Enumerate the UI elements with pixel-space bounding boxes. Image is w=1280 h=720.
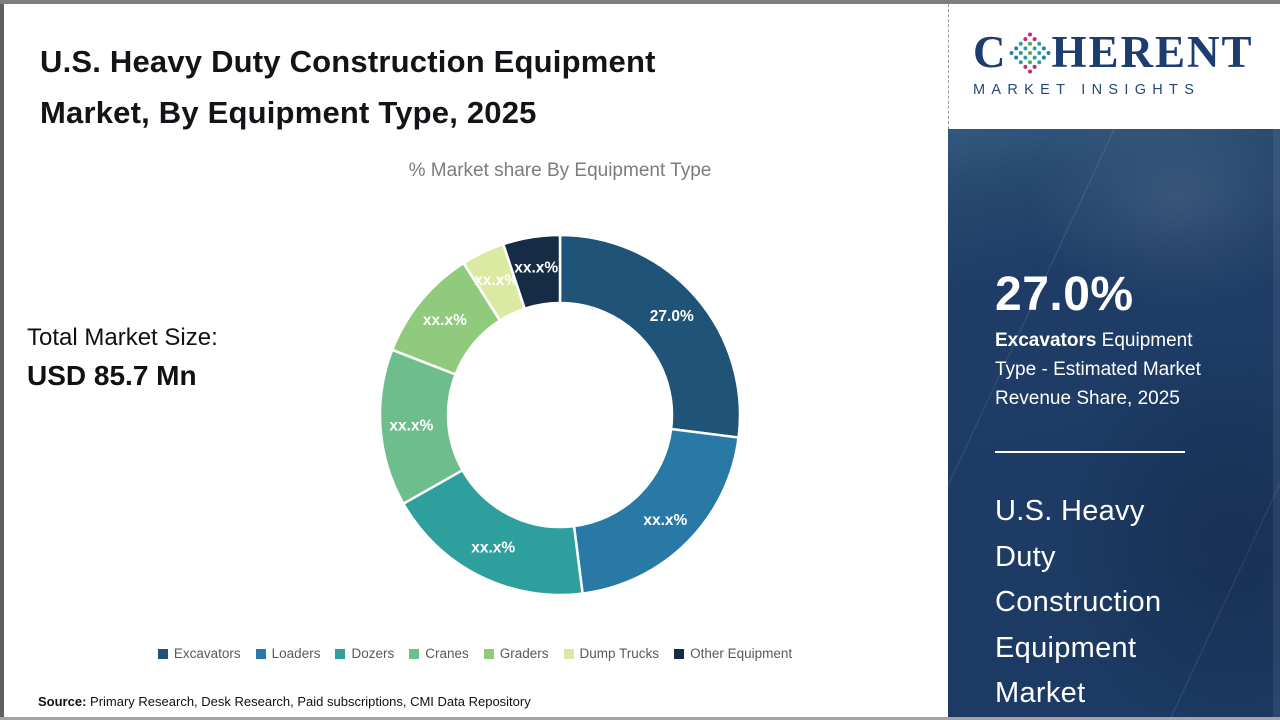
globe-dot [1022, 64, 1027, 69]
sidebar-stat-highlight: Excavators [995, 330, 1097, 351]
donut-label-dozers: xx.x% [471, 540, 515, 557]
globe-dot [1027, 59, 1032, 64]
legend-label: Cranes [425, 646, 469, 661]
legend-item-graders: Graders [483, 646, 549, 661]
logo-word-start: C [973, 27, 1008, 77]
legend-item-dozers: Dozers [335, 646, 394, 661]
globe-dot [1027, 41, 1032, 46]
globe-dot [1036, 50, 1041, 55]
chart-subtitle: % Market share By Equipment Type [408, 160, 712, 181]
donut-label-graders: xx.x% [423, 312, 467, 329]
donut-chart: 27.0%xx.x%xx.x%xx.x%xx.x%xx.x%xx.x% [378, 233, 742, 597]
donut-label-cranes: xx.x% [389, 417, 433, 434]
donut-label-other-equipment: xx.x% [514, 259, 558, 276]
donut-segment-other-equipment [502, 233, 562, 310]
globe-dot [1013, 55, 1018, 60]
legend-swatch-icon [255, 648, 266, 659]
sidebar-title-line-3: Construction [995, 586, 1162, 618]
sidebar-title-line-1: U.S. Heavy [995, 495, 1145, 527]
legend-swatch-icon [563, 648, 574, 659]
frame-bottom-border [0, 717, 1280, 720]
globe-dot [1032, 64, 1037, 69]
globe-dot [1009, 50, 1014, 55]
globe-dot [1032, 45, 1037, 50]
legend-label: Dozers [351, 646, 395, 661]
legend-item-cranes: Cranes [409, 646, 469, 661]
sidebar-stat-value: 27.0% [995, 268, 1134, 321]
globe-dot [1032, 55, 1037, 60]
legend-swatch-icon [335, 648, 346, 659]
total-market-size-value: USD 85.7 Mn [27, 360, 197, 391]
legend-item-excavators: Excavators [157, 646, 241, 661]
donut-label-excavators: 27.0% [650, 308, 694, 325]
globe-dot [1045, 50, 1050, 55]
logo-area: C HERENT MARKET INSIGHTS [948, 4, 1280, 129]
sidebar-divider [995, 451, 1185, 453]
legend-item-dump-trucks: Dump Trucks [563, 646, 660, 661]
sidebar-title-line-4: Equipment [995, 631, 1137, 664]
chart-legend: Excavators Loaders Dozers Cranes Graders Dump… [10, 646, 940, 661]
page-title-line-2: Market, By Equipment Type, 2025 [40, 95, 537, 130]
legend-label: Loaders [271, 646, 321, 661]
coherent-logo-globe-icon [1009, 32, 1050, 73]
logo-tagline: MARKET INSIGHTS [973, 82, 1201, 98]
legend-label: Excavators [173, 646, 241, 661]
globe-dot [1022, 55, 1027, 60]
source-line: Source: Primary Research, Desk Research,… [38, 694, 531, 709]
globe-dot [1018, 41, 1023, 46]
legend-swatch-icon [483, 648, 494, 659]
globe-dot [1036, 41, 1041, 46]
globe-dot [1041, 55, 1046, 60]
source-text: Primary Research, Desk Research, Paid su… [86, 694, 531, 709]
globe-dot [1027, 68, 1032, 73]
globe-dot [1032, 36, 1037, 41]
source-label: Source: [38, 694, 87, 709]
page-title-line-1: U.S. Heavy Duty Construction Equipment [40, 44, 656, 79]
legend-item-other-equipment: Other Equipment [674, 646, 792, 661]
globe-dot [1036, 59, 1041, 64]
globe-dot [1041, 45, 1046, 50]
donut-segment-loaders [572, 427, 740, 595]
legend-label: Other Equipment [690, 646, 793, 661]
page-title: U.S. Heavy Duty Construction Equipment M… [40, 36, 656, 138]
frame-left-border [0, 4, 4, 717]
legend-item-loaders: Loaders [255, 646, 321, 661]
globe-dot [1022, 45, 1027, 50]
sidebar-title-line-2: Duty [995, 540, 1056, 573]
legend-swatch-icon [157, 648, 168, 659]
legend-label: Dump Trucks [579, 646, 660, 661]
legend-swatch-icon [674, 648, 685, 659]
donut-segment-excavators [558, 233, 742, 439]
donut-label-loaders: xx.x% [643, 512, 687, 529]
sidebar-stat-description: Excavators Equipment Type - Estimated Ma… [995, 326, 1233, 413]
globe-dot [1022, 36, 1027, 41]
sidebar-title: U.S. Heavy Duty Construction Equipment M… [995, 489, 1161, 717]
total-market-size-block: Total Market Size: USD 85.7 Mn [27, 324, 218, 392]
globe-dot [1013, 45, 1018, 50]
globe-dot [1018, 50, 1023, 55]
frame-top-border [0, 0, 1280, 4]
coherent-logo: C HERENT [973, 30, 1280, 75]
globe-dot [1027, 32, 1032, 37]
logo-word-end: HERENT [1051, 27, 1254, 77]
globe-dot [1018, 59, 1023, 64]
sidebar: 27.0% Excavators Equipment Type - Estima… [948, 129, 1280, 717]
sidebar-stat-rest: Equipment Type - Estimated Market Revenu… [995, 330, 1201, 409]
legend-label: Graders [499, 646, 549, 661]
total-market-size-label: Total Market Size: [27, 324, 218, 351]
sidebar-title-line-5: Market [995, 677, 1086, 709]
donut-label-dump-trucks: xx.x% [474, 272, 518, 289]
globe-dot [1027, 50, 1032, 55]
legend-swatch-icon [409, 648, 420, 659]
